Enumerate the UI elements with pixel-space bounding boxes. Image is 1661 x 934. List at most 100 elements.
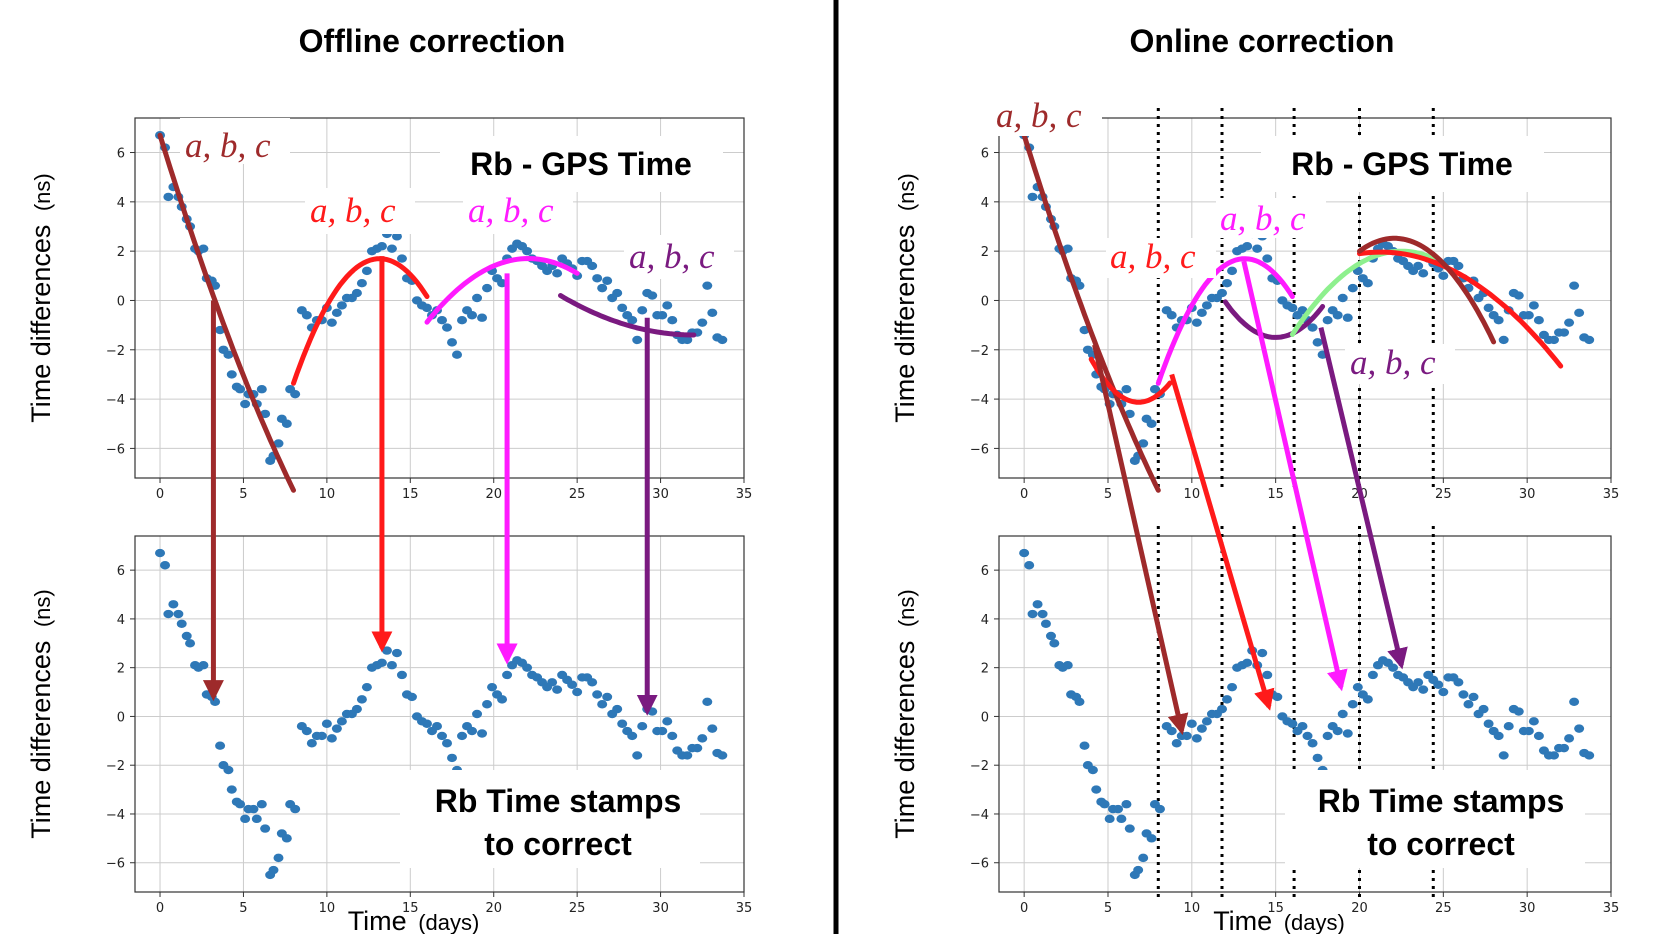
bottom-box-left-line2: to correct: [484, 826, 632, 862]
data-point: [587, 261, 598, 271]
left-title: Offline correction: [299, 23, 566, 59]
data-point: [223, 350, 234, 359]
data-point: [1166, 726, 1177, 736]
data-point: [477, 313, 488, 322]
data-point: [163, 192, 174, 202]
y-tick-label: −6: [106, 857, 125, 872]
plot-frame: [134, 535, 745, 893]
data-point: [567, 680, 578, 689]
data-point: [1458, 690, 1469, 699]
data-point: [1478, 704, 1489, 714]
data-point: [1418, 269, 1429, 278]
y-tick-label: −2: [106, 344, 125, 359]
data-point: [321, 719, 332, 728]
data-point: [181, 631, 192, 641]
data-point: [667, 731, 678, 741]
fit-curve-brown: [1021, 132, 1161, 493]
data-point: [1367, 670, 1378, 680]
fit-curve-brown: [1357, 235, 1497, 345]
data-point: [431, 721, 442, 731]
data-point: [290, 804, 301, 814]
data-point: [1222, 279, 1233, 288]
data-point: [1302, 731, 1313, 741]
y-axis-label: Time differences (ns): [26, 173, 56, 422]
data-point: [155, 548, 166, 558]
data-point: [1079, 741, 1090, 750]
y-axis-label-unit: (ns): [30, 173, 55, 211]
data-point: [1332, 726, 1343, 736]
data-point: [421, 303, 432, 313]
y-tick-label: −2: [970, 344, 989, 359]
data-point: [667, 315, 678, 325]
param-bg-left-magenta: [463, 188, 573, 234]
data-point: [1498, 335, 1509, 345]
y-tick-label: 2: [981, 245, 989, 260]
data-point: [587, 678, 598, 687]
y-tick-label: 4: [117, 613, 125, 628]
data-point: [281, 419, 292, 428]
x-axis-label-text: Time: [348, 906, 415, 934]
data-point: [215, 741, 226, 750]
x-tick-label: 15: [402, 901, 419, 916]
x-tick-label: 5: [1104, 487, 1112, 502]
data-point: [301, 726, 312, 736]
data-point: [552, 685, 563, 694]
data-point: [682, 335, 693, 345]
data-point: [467, 726, 478, 736]
data-point: [1166, 311, 1177, 320]
bottom-box-left-bg: [400, 770, 700, 868]
data-point: [1074, 697, 1085, 707]
x-tick-label: 10: [319, 901, 336, 916]
data-point: [1533, 731, 1544, 741]
data-point: [1342, 729, 1353, 738]
data-point: [331, 308, 342, 317]
data-point: [1564, 318, 1575, 327]
data-point: [647, 291, 658, 300]
param-label-right-brown: a, b, c: [996, 96, 1082, 135]
x-axis-label: Time (days): [1213, 906, 1345, 934]
bottom-box-left-line1: Rb Time stamps: [435, 783, 682, 819]
data-point: [1171, 739, 1182, 748]
data-point: [1307, 323, 1318, 332]
data-point: [1027, 609, 1038, 619]
y-tick-label: 0: [981, 710, 989, 725]
data-point: [1503, 721, 1514, 731]
data-point: [1559, 743, 1570, 753]
data-point: [602, 276, 613, 285]
data-point: [185, 639, 196, 648]
data-point: [612, 288, 623, 298]
y-tick-label: −4: [970, 808, 989, 823]
data-point: [617, 719, 628, 728]
y-tick-label: 0: [981, 294, 989, 309]
data-point: [376, 242, 387, 251]
x-tick-label: 20: [485, 901, 502, 916]
data-point: [1584, 751, 1595, 760]
y-axis-label: Time differences (ns): [26, 589, 56, 838]
data-point: [697, 734, 708, 743]
x-tick-label: 0: [1020, 487, 1028, 502]
data-point: [1227, 266, 1238, 276]
param-label-right-magenta: a, b, c: [1220, 199, 1306, 238]
x-tick-label: 20: [1351, 901, 1368, 916]
data-point: [1138, 439, 1149, 448]
data-point: [223, 765, 234, 775]
data-point: [1483, 303, 1494, 313]
data-point: [306, 739, 317, 748]
data-point: [240, 814, 251, 824]
data-point: [1124, 824, 1135, 833]
x-tick-label: 10: [319, 487, 336, 502]
x-axis-label-text: Time: [1213, 906, 1280, 934]
data-point: [1569, 281, 1580, 290]
data-point: [421, 719, 432, 728]
data-point: [1347, 283, 1358, 293]
data-point: [1347, 700, 1358, 709]
data-point: [176, 619, 187, 628]
plot-frame: [134, 117, 745, 479]
y-tick-label: 6: [117, 147, 125, 162]
data-point: [1217, 704, 1228, 714]
online-correction-arrow-purple: [1318, 327, 1408, 670]
param-bg-left-red: [305, 188, 415, 234]
data-point: [1528, 717, 1539, 726]
data-point: [1322, 731, 1333, 741]
